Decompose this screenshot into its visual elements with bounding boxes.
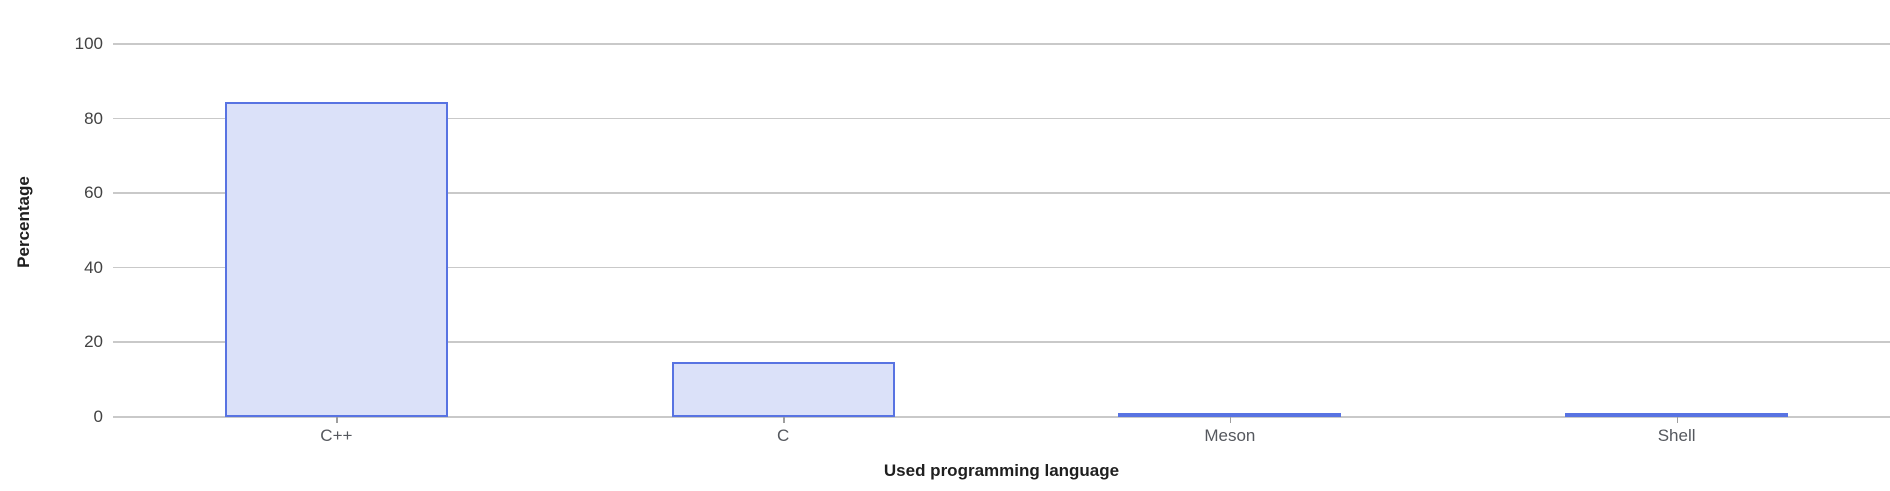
gridline-y60: [113, 192, 1890, 194]
y-tick-label-100: 100: [74, 34, 103, 53]
x-axis-title: Used programming language: [883, 461, 1120, 480]
x-tick-c: [336, 417, 338, 423]
gridline-y100: [113, 43, 1890, 45]
bar-meson[interactable]: [1118, 413, 1342, 417]
y-tick-label-80: 80: [84, 108, 103, 128]
category-label-shell: Shell: [1657, 426, 1696, 445]
y-tick-label-40: 40: [84, 257, 103, 277]
y-tick-label-0: 0: [93, 407, 103, 426]
bar-c[interactable]: [671, 362, 895, 417]
plot-area: [113, 43, 1890, 418]
x-tick-shell: [1676, 417, 1679, 423]
bar-shell[interactable]: [1565, 413, 1789, 417]
x-tick-c: [783, 417, 785, 423]
x-tick-meson: [1229, 417, 1232, 423]
category-label-meson: Meson: [1204, 426, 1256, 445]
gridline-y20: [113, 341, 1890, 343]
gridline-y0: [113, 416, 1890, 418]
gridline-y80: [113, 117, 1890, 120]
bar-c[interactable]: [224, 101, 448, 417]
gridline-y40: [113, 266, 1890, 269]
y-tick-label-60: 60: [84, 183, 103, 203]
category-label-c: C++: [320, 426, 353, 445]
y-tick-label-20: 20: [84, 332, 103, 352]
category-label-c: C: [776, 426, 790, 445]
